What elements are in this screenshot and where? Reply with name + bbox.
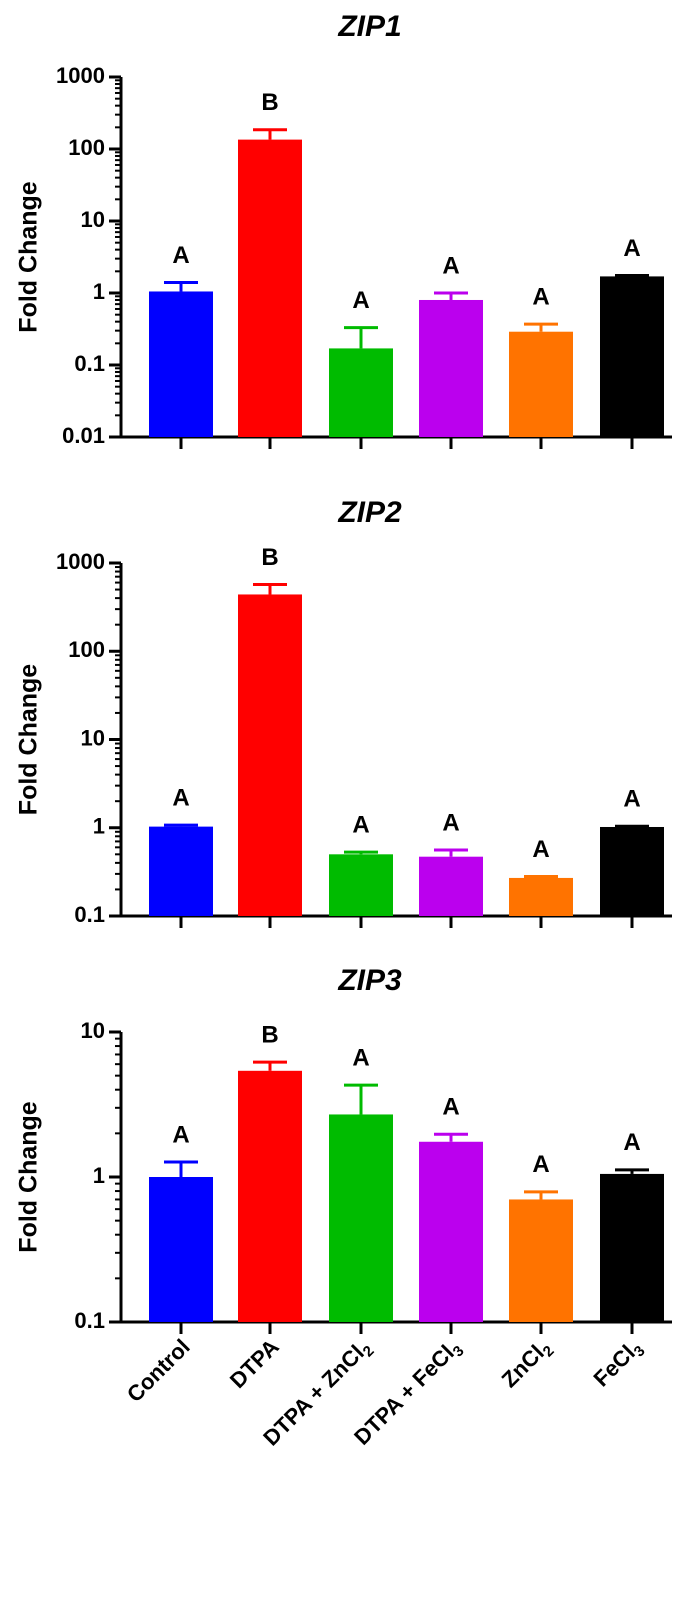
- significance-label: A: [352, 287, 369, 314]
- y-tick-label: 1: [93, 1163, 105, 1188]
- bar-zncl2: [509, 877, 573, 916]
- significance-label: A: [172, 1121, 189, 1148]
- chart-title: ZIP1: [337, 10, 401, 43]
- chart-zip3: ZIP3 0.1 1 10 Fold Change A B A A A A: [15, 964, 672, 1334]
- bar-dtpa-zncl2: [329, 1114, 393, 1322]
- bar-dtpa-zncl2: [329, 854, 393, 916]
- significance-label: A: [442, 252, 459, 279]
- chart-zip1: ZIP1 0.01 0.1 1 10 100 1000 Fold Change A B A A A A: [15, 10, 672, 449]
- y-tick-label: 1000: [56, 63, 105, 88]
- bar-fecl3: [600, 276, 664, 437]
- significance-label: A: [532, 283, 549, 310]
- y-tick-label: 10: [81, 207, 105, 232]
- bar-dtpa: [238, 1070, 302, 1322]
- significance-label: A: [623, 1129, 640, 1156]
- significance-label: A: [352, 1044, 369, 1071]
- bar-zncl2: [509, 1199, 573, 1322]
- x-category-label: FeCl3: [588, 1334, 648, 1394]
- y-tick-label: 100: [68, 135, 105, 160]
- y-axis-label: Fold Change: [15, 1101, 43, 1252]
- bar-control: [149, 826, 213, 916]
- y-tick-label: 0.1: [74, 1308, 105, 1333]
- bar-dtpa: [238, 594, 302, 916]
- significance-label: A: [532, 1151, 549, 1178]
- y-axis-label: Fold Change: [15, 664, 43, 815]
- y-tick-label: 1000: [56, 549, 105, 574]
- y-tick-label: 1: [93, 279, 105, 304]
- y-tick-label: 1: [93, 814, 105, 839]
- x-category-label: DTPA: [225, 1334, 284, 1393]
- chart-title: ZIP3: [337, 964, 402, 997]
- bar-dtpa-fecl3: [419, 1141, 483, 1322]
- chart-zip2: ZIP2 0.1 1 10 100 1000 Fold Change A B A A A A: [15, 496, 672, 928]
- significance-label: A: [623, 786, 640, 813]
- bar-dtpa-zncl2: [329, 348, 393, 437]
- significance-label: A: [172, 242, 189, 269]
- x-category-label: ZnCl2: [496, 1334, 557, 1395]
- y-tick-label: 0.1: [74, 351, 105, 376]
- y-axis-label: Fold Change: [15, 181, 43, 332]
- y-tick-label: 10: [81, 1018, 105, 1043]
- bar-dtpa-fecl3: [419, 299, 483, 437]
- significance-label: B: [261, 1021, 278, 1048]
- bar-fecl3: [600, 826, 664, 916]
- significance-label: A: [532, 836, 549, 863]
- chart-title: ZIP2: [337, 496, 402, 529]
- y-tick-label: 0.01: [62, 423, 105, 448]
- significance-label: A: [623, 235, 640, 262]
- bar-zncl2: [509, 331, 573, 437]
- bar-control: [149, 1177, 213, 1322]
- y-tick-label: 10: [81, 725, 105, 750]
- significance-label: A: [352, 811, 369, 838]
- bar-fecl3: [600, 1173, 664, 1322]
- significance-label: B: [261, 544, 278, 571]
- x-category-main: DTPA: [225, 1334, 284, 1393]
- bar-dtpa: [238, 139, 302, 437]
- y-tick-label: 0.1: [74, 902, 105, 927]
- significance-label: A: [442, 1094, 459, 1121]
- x-category-main: Control: [122, 1334, 195, 1407]
- significance-label: A: [442, 809, 459, 836]
- significance-label: B: [261, 89, 278, 116]
- y-tick-label: 100: [68, 637, 105, 662]
- x-category-label: Control: [122, 1334, 195, 1407]
- significance-label: A: [172, 785, 189, 812]
- bar-control: [149, 291, 213, 437]
- bar-dtpa-fecl3: [419, 856, 483, 916]
